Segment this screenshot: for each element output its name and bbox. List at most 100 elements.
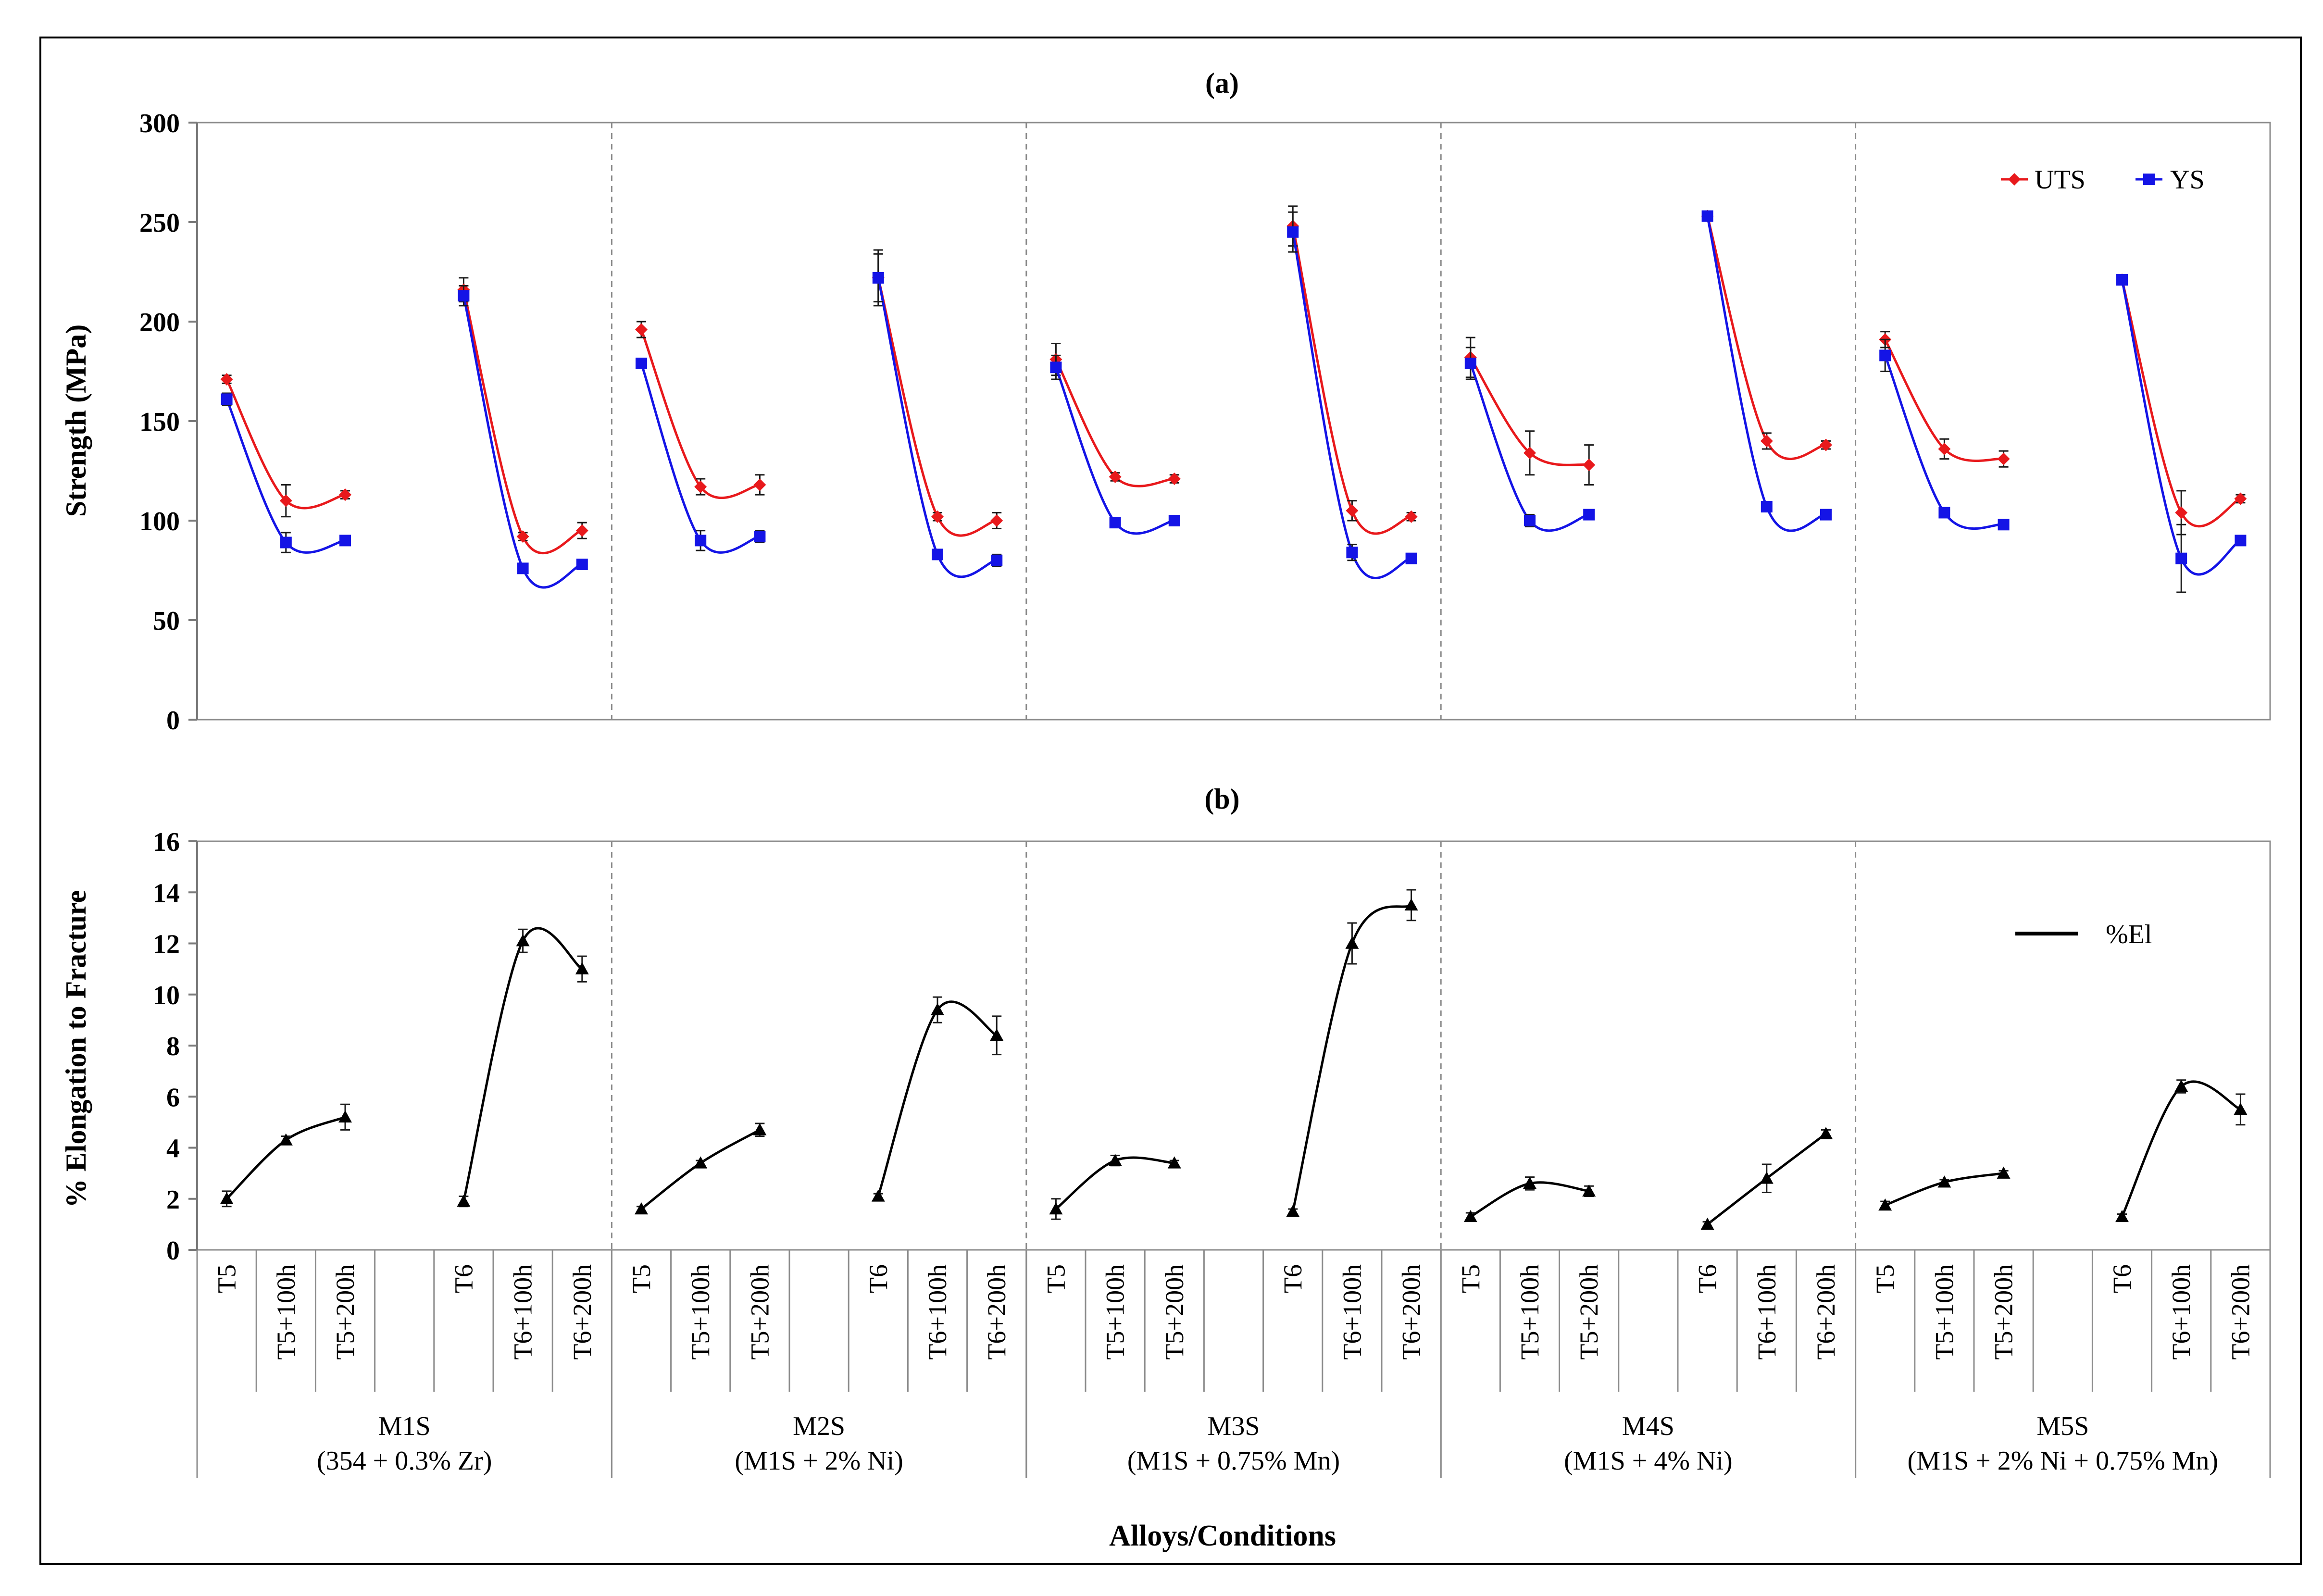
category-condition-label: T5+200h xyxy=(1160,1264,1189,1359)
chart-a-series-line-uts xyxy=(225,378,346,510)
chart-b-point-el xyxy=(1404,898,1418,911)
category-condition-label: T5 xyxy=(1871,1264,1899,1293)
chart-b-point-el xyxy=(1997,1166,2011,1179)
chart-a-point-uts xyxy=(575,524,588,537)
chart-b-point-el xyxy=(635,1202,648,1215)
chart-a-point-uts xyxy=(1405,510,1418,523)
chart-a-point-uts xyxy=(931,510,944,523)
chart-a-point-uts xyxy=(1583,459,1596,472)
chart-a-point-ys xyxy=(695,535,707,547)
chart-a-point-ys xyxy=(991,554,1003,566)
legend-a: UTS YS xyxy=(2001,165,2205,195)
category-condition-label: T6+100h xyxy=(2167,1264,2196,1359)
chart-b-point-el xyxy=(457,1195,471,1207)
chart-b-point-el xyxy=(871,1189,885,1202)
chart-a-point-uts xyxy=(635,323,648,336)
category-alloy-composition: (M1S + 4% Ni) xyxy=(1564,1446,1732,1476)
chart-a-point-uts xyxy=(1524,447,1536,460)
category-condition-label: T6 xyxy=(1278,1264,1307,1293)
category-condition-label: T5 xyxy=(627,1264,656,1293)
category-condition-label: T5+100h xyxy=(1515,1264,1544,1359)
chart-a-point-uts xyxy=(1820,438,1832,451)
chart-b-y-tick-label: 10 xyxy=(153,981,180,1010)
category-condition-label: T6 xyxy=(864,1264,893,1293)
chart-b-y-tick-label: 12 xyxy=(153,930,180,960)
chart-a-point-ys xyxy=(1938,507,1950,519)
chart-b-y-tick-label: 16 xyxy=(153,827,180,857)
chart-a-point-ys xyxy=(1287,226,1299,238)
chart-a-point-ys xyxy=(1464,357,1476,369)
chart-a-point-ys xyxy=(221,393,233,405)
category-condition-label: T6 xyxy=(1693,1264,1722,1293)
category-condition-label: T6+200h xyxy=(568,1264,597,1359)
category-alloy-name: M4S xyxy=(1622,1411,1674,1441)
chart-a-y-tick-label: 300 xyxy=(139,109,180,138)
category-condition-label: T6+200h xyxy=(1397,1264,1426,1359)
chart-a-point-ys xyxy=(1405,552,1417,564)
category-condition-label: T6+100h xyxy=(1337,1264,1366,1359)
chart-b-point-el xyxy=(990,1028,1004,1041)
chart-a-y-tick-label: 50 xyxy=(153,606,180,636)
chart-a-series-line-uts xyxy=(640,329,760,499)
chart-a-series-line-uts xyxy=(462,289,583,555)
chart-a-point-ys xyxy=(2175,552,2187,564)
chart-b-series-line-el xyxy=(462,927,583,1202)
chart-a-point-ys xyxy=(1346,547,1358,559)
chart-b-point-el xyxy=(1286,1205,1300,1217)
chart-b-point-el xyxy=(931,1003,944,1015)
chart-a-series-line-ys xyxy=(462,295,583,589)
chart-a-point-uts xyxy=(990,514,1003,527)
category-alloy-composition: (354 + 0.3% Zr) xyxy=(317,1446,492,1476)
chart-b-point-el xyxy=(753,1123,767,1135)
chart-b-y-tick-label: 0 xyxy=(166,1236,180,1266)
chart-a-series-line-ys xyxy=(1706,216,1826,532)
category-alloy-composition: (M1S + 2% Ni) xyxy=(735,1446,903,1476)
chart-b-point-el xyxy=(1700,1217,1714,1230)
chart-a-series-line-ys xyxy=(1884,355,2004,530)
chart-b-point-el xyxy=(1819,1127,1833,1139)
category-condition-label: T5 xyxy=(212,1264,241,1293)
chart-b-point-el xyxy=(1345,936,1359,949)
chart-b-point-el xyxy=(516,934,530,947)
legend-b: %El xyxy=(2015,920,2152,949)
chart-a-y-tick-label: 250 xyxy=(139,208,180,238)
category-alloy-name: M5S xyxy=(2036,1411,2089,1441)
chart-a-point-ys xyxy=(2235,535,2247,547)
chart-a-title: (a) xyxy=(1205,67,1239,99)
category-condition-label: T5+200h xyxy=(745,1264,774,1359)
chart-b-plot: 0 2 4 6 8 10 12 14 16 xyxy=(153,827,2271,1266)
category-condition-label: T6+100h xyxy=(509,1264,537,1359)
chart-b-point-el xyxy=(2234,1102,2248,1115)
legend-ys-marker xyxy=(2143,174,2155,185)
chart-a-point-uts xyxy=(1997,452,2010,465)
chart-b-point-el xyxy=(1167,1156,1181,1169)
chart-a-point-ys xyxy=(636,357,647,369)
chart-a-point-ys xyxy=(932,549,943,561)
chart-a-point-ys xyxy=(1583,509,1595,521)
category-condition-label: T6+200h xyxy=(2226,1264,2255,1359)
category-condition-label: T5+100h xyxy=(1930,1264,1959,1359)
chart-a-point-ys xyxy=(280,536,292,549)
chart-a-point-ys xyxy=(754,531,766,543)
chart-a-series-line-ys xyxy=(877,277,997,578)
chart-b-point-el xyxy=(2174,1080,2188,1092)
chart-b-title: (b) xyxy=(1204,783,1239,815)
chart-a-series-line-uts xyxy=(877,277,997,537)
chart-a-point-uts xyxy=(279,494,292,507)
chart-a-point-ys xyxy=(2116,274,2128,286)
chart-a-series-line-ys xyxy=(1055,367,1175,535)
chart-a-point-uts xyxy=(694,480,707,493)
chart-a-point-ys xyxy=(1524,515,1536,526)
chart-b-point-el xyxy=(1878,1198,1892,1211)
category-condition-label: T6 xyxy=(449,1264,478,1293)
chart-a-y-tick-label: 0 xyxy=(166,706,180,736)
category-condition-label: T6 xyxy=(2108,1264,2136,1293)
chart-a-point-uts xyxy=(1109,470,1122,483)
x-axis-title: Alloys/Conditions xyxy=(1109,1520,1336,1552)
chart-a-point-uts xyxy=(753,478,766,491)
chart-a-series-line-uts xyxy=(1706,215,1826,461)
chart-a-point-ys xyxy=(1879,349,1891,362)
category-condition-label: T6+200h xyxy=(982,1264,1011,1359)
chart-b-y-tick-label: 14 xyxy=(153,878,180,908)
